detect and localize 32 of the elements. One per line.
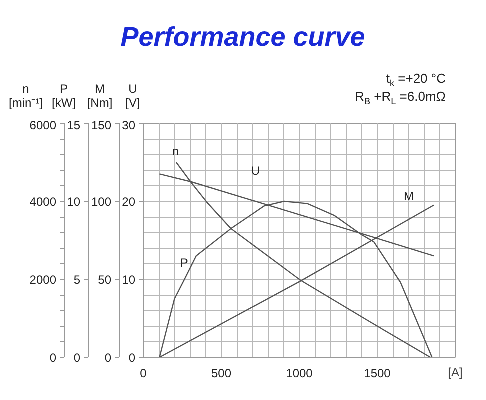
x-tick-label: 1000 <box>286 366 314 380</box>
y-tick-label: 30 <box>122 118 136 132</box>
text: R$_{B}$ +R$_{L}$ =6.0mΩ <box>355 88 446 109</box>
series-label: U <box>251 164 260 178</box>
x-tick-label: 1500 <box>364 366 392 380</box>
y3-axis-title: M [Nm] <box>87 82 113 110</box>
y3-tick-label: 0 <box>104 351 112 365</box>
series-label: M <box>404 189 414 204</box>
x-axis-title: [A] <box>448 366 463 380</box>
y-tick-label: 2000 <box>30 273 57 287</box>
y2-tick-label: 5 <box>74 273 81 287</box>
text: t$_{k}$ =+20 °C <box>386 70 446 91</box>
y-tick-label: 4000 <box>30 195 57 209</box>
y3-tick-label: 50 <box>98 273 112 287</box>
y2-tick-label: 0 <box>74 351 81 365</box>
y-tick-label: 10 <box>122 273 136 287</box>
y-tick-label: 6000 <box>30 118 57 132</box>
y3-tick-label: 100 <box>91 195 112 209</box>
y-tick-label: 20 <box>122 195 136 209</box>
y-tick-label: 0 <box>128 351 136 365</box>
y-tick-label: 0 <box>50 351 57 365</box>
y3-tick-label: 150 <box>91 118 112 132</box>
x-tick-label: 500 <box>211 366 232 380</box>
y2-tick-label: 15 <box>67 118 81 132</box>
x-tick-label: 0 <box>140 366 148 380</box>
y2-axis-title: P [kW] <box>52 82 76 110</box>
y-axis-title: U [V] <box>126 82 140 110</box>
y2-tick-label: 10 <box>67 195 81 209</box>
y-axis-title: n [min⁻¹] <box>9 82 43 110</box>
series-label: P <box>180 256 188 270</box>
chart-title: Performance curve <box>120 21 366 54</box>
series-label: n <box>172 144 180 158</box>
